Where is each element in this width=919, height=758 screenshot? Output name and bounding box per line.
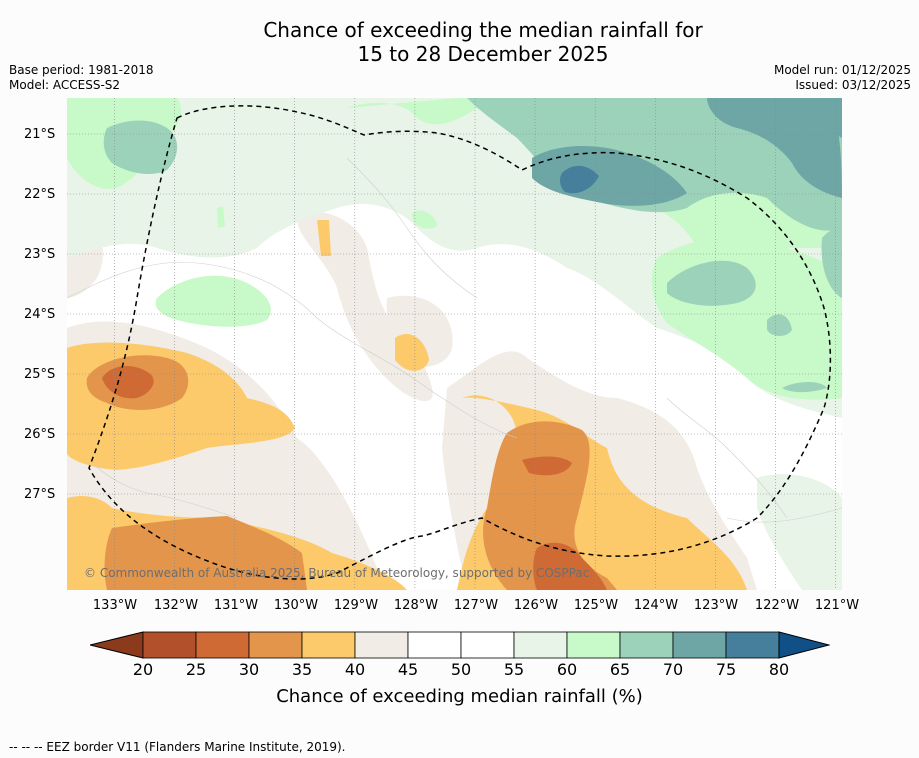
colorbar-over-triangle [778,631,830,659]
region-yellow-strip [317,220,331,256]
issued-date: Issued: 03/12/2025 [795,78,911,92]
title-line-1: Chance of exceeding the median rainfall … [263,18,703,42]
colorbar-tick-label: 40 [344,660,366,679]
colorbar-under-triangle [90,631,144,659]
xtick-label: 126°W [513,598,559,613]
colorbar-tick-label: 25 [185,660,207,679]
colorbar-segment-30 [248,631,303,659]
xtick-label: 125°W [573,598,619,613]
xtick-label: 132°W [153,598,199,613]
xtick-label: 131°W [213,598,259,613]
xtick-label: 121°W [814,598,860,613]
region-orange-south [104,516,308,590]
colorbar-segment-75 [725,631,780,659]
contour-line-2 [666,397,788,519]
region-teal-east [667,260,756,306]
region-teal-nw [103,120,178,174]
xtick-label: 122°W [754,598,800,613]
xtick-label: 133°W [92,598,138,613]
eez-border [88,105,832,580]
region-teal-far-east [821,227,842,298]
region-dark-core-south [522,456,572,476]
region-teal-dark-ne [707,98,842,198]
colorbar-tick-label: 45 [397,660,419,679]
colorbar-title: Chance of exceeding median rainfall (%) [276,686,643,707]
map-title: Chance of exceeding the median rainfall … [0,18,919,66]
model-name: Model: ACCESS-S2 [9,78,121,92]
meta-right: Model run: 01/12/2025 Issued: 03/12/2025 [774,63,911,93]
colorbar-segment-50 [460,631,515,659]
ytick-label: 23°S [24,247,56,262]
contour-line-4 [86,457,238,519]
colorbar-segment-20 [142,631,197,659]
ytick-label: 25°S [24,367,56,382]
model-run: Model run: 01/12/2025 [773,63,911,77]
meta-left: Base period: 1981-2018 Model: ACCESS-S2 [9,63,154,93]
colorbar-segment-70 [672,631,727,659]
colorbar-tick-label: 60 [556,660,578,679]
region-teal-strip [782,382,827,393]
colorbar-tick-label: 50 [450,660,472,679]
band-75-80 [560,165,599,194]
region-orange-center [483,421,617,590]
colorbar-tick-label: 20 [132,660,154,679]
colorbar-tick-label: 30 [238,660,260,679]
region-teal-dark-right [822,98,842,138]
band-30-35 [86,355,617,590]
xtick-label: 127°W [453,598,499,613]
region-dark-core-se [533,542,607,590]
region-teal-small [767,314,792,336]
ytick-label: 24°S [24,307,56,322]
contour-line-1 [67,261,518,439]
colorbar-segment-35 [301,631,356,659]
eez-footnote: -- -- -- EEZ border V11 (Flanders Marine… [9,740,346,754]
region-dark-core-west [102,366,154,399]
colorbar-tick-label: 75 [715,660,737,679]
contour-lines [67,157,842,523]
region-green-small [412,210,437,229]
copyright-notice: © Commonwealth of Australia 2025, Bureau… [84,566,590,580]
xtick-label: 124°W [633,598,679,613]
colorbar-segment-65 [619,631,674,659]
rainfall-map [67,98,842,590]
colorbar-segment-60 [566,631,621,659]
xtick-label: 129°W [333,598,379,613]
colorbar-tick-label: 55 [503,660,525,679]
ytick-label: 21°S [24,127,56,142]
region-faint-green-se [757,474,842,590]
region-faint-green-nw [187,98,267,125]
contour-line-3 [346,157,478,299]
region-green-sliver [217,206,225,228]
colorbar-segment-25 [195,631,250,659]
colorbar [90,631,830,659]
contour-line-5 [726,507,842,523]
colorbar-segment-55 [513,631,568,659]
region-blue-core [560,165,599,194]
colorbar-segment-40 [354,631,409,659]
ytick-label: 22°S [24,187,56,202]
colorbar-tick-label: 70 [662,660,684,679]
colorbar-tick-label: 65 [609,660,631,679]
band-25-30 [102,366,607,590]
xtick-label: 130°W [273,598,319,613]
xtick-label: 123°W [693,598,739,613]
xtick-label: 128°W [393,598,439,613]
region-yellow-small [395,333,429,371]
gridlines [67,98,842,590]
title-line-2: 15 to 28 December 2025 [357,42,609,66]
colorbar-segment-45 [407,631,462,659]
colorbar-tick-label: 35 [291,660,313,679]
base-period: Base period: 1981-2018 [9,63,154,77]
ytick-label: 27°S [24,487,56,502]
ytick-label: 26°S [24,427,56,442]
colorbar-tick-label: 80 [768,660,790,679]
